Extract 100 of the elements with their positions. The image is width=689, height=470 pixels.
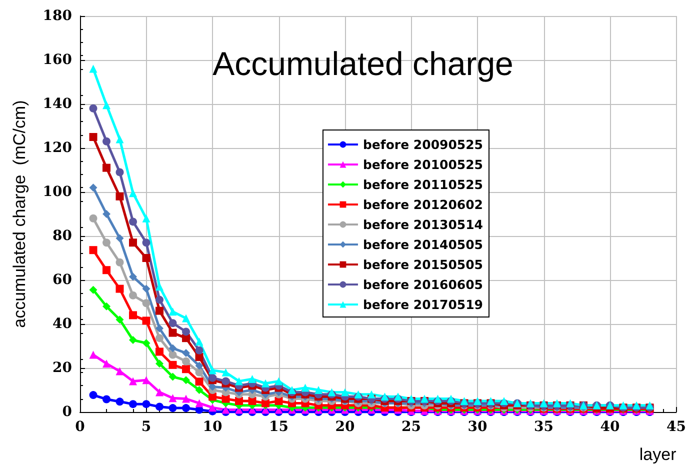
point bbox=[116, 284, 124, 293]
x-tick-label: 25 bbox=[402, 419, 421, 435]
point bbox=[142, 299, 150, 308]
legend-label: before 20100525 bbox=[362, 157, 484, 172]
point bbox=[156, 388, 164, 396]
point bbox=[89, 214, 98, 222]
point bbox=[195, 338, 204, 346]
point bbox=[142, 376, 150, 384]
point bbox=[222, 406, 230, 414]
point bbox=[89, 246, 98, 254]
point bbox=[168, 404, 177, 412]
point bbox=[182, 404, 190, 412]
point bbox=[156, 360, 164, 368]
x-tick-label: 30 bbox=[468, 419, 488, 435]
point bbox=[129, 218, 137, 226]
point bbox=[182, 349, 190, 358]
y-tick-label: 20 bbox=[52, 360, 72, 376]
point bbox=[420, 394, 429, 403]
point bbox=[116, 316, 124, 324]
point bbox=[116, 258, 124, 266]
point bbox=[89, 133, 98, 141]
point bbox=[222, 394, 230, 403]
point bbox=[129, 272, 137, 281]
point bbox=[646, 401, 654, 410]
point bbox=[89, 391, 98, 400]
point bbox=[116, 168, 124, 176]
x-tick-label: 15 bbox=[269, 419, 288, 435]
point bbox=[460, 397, 468, 405]
point bbox=[434, 394, 442, 403]
x-tick-label: 0 bbox=[75, 419, 86, 435]
point bbox=[500, 397, 508, 405]
point bbox=[195, 386, 204, 394]
point bbox=[262, 379, 270, 388]
point bbox=[195, 353, 204, 361]
legend-label: before 20130514 bbox=[362, 217, 484, 232]
text: Accumulated charge bbox=[212, 45, 514, 82]
y-tick-label: 80 bbox=[52, 228, 72, 244]
point bbox=[195, 399, 204, 408]
x-tick-label: 35 bbox=[534, 419, 554, 435]
point bbox=[156, 348, 164, 356]
legend-label: before 20120602 bbox=[362, 197, 484, 212]
point bbox=[486, 397, 495, 405]
point bbox=[89, 184, 98, 192]
point bbox=[407, 394, 416, 403]
point bbox=[142, 214, 150, 222]
point bbox=[274, 377, 283, 386]
point bbox=[116, 234, 124, 242]
point bbox=[168, 344, 177, 352]
y-tick-label: 140 bbox=[42, 96, 72, 112]
point bbox=[248, 397, 256, 405]
point bbox=[129, 336, 137, 344]
point bbox=[195, 368, 204, 376]
point bbox=[156, 402, 164, 411]
point bbox=[341, 388, 350, 396]
point bbox=[142, 339, 150, 348]
point bbox=[474, 397, 482, 405]
point bbox=[156, 306, 164, 315]
point bbox=[89, 64, 98, 73]
point bbox=[168, 350, 177, 359]
y-tick-label: 60 bbox=[52, 272, 72, 288]
point bbox=[116, 398, 124, 406]
point bbox=[156, 296, 164, 304]
point bbox=[129, 291, 137, 300]
y-tick-label: 0 bbox=[62, 404, 72, 420]
point bbox=[314, 386, 323, 394]
point bbox=[208, 366, 216, 374]
y-tick-label: 160 bbox=[42, 52, 72, 68]
point bbox=[195, 378, 204, 386]
point bbox=[102, 238, 110, 247]
point bbox=[208, 374, 216, 382]
x-axis-title: layer bbox=[639, 445, 677, 464]
point bbox=[142, 316, 150, 325]
point bbox=[156, 324, 164, 332]
point bbox=[274, 397, 283, 405]
point bbox=[182, 365, 190, 374]
x-tick-label: 40 bbox=[600, 419, 620, 435]
legend-label: before 20150505 bbox=[362, 257, 484, 272]
point bbox=[182, 357, 190, 366]
point bbox=[102, 266, 110, 274]
point bbox=[102, 101, 110, 110]
point bbox=[142, 238, 150, 247]
point bbox=[102, 164, 110, 172]
legend-label: before 20170519 bbox=[362, 297, 484, 312]
x-tick-label: 10 bbox=[202, 419, 222, 435]
point bbox=[632, 401, 641, 410]
point bbox=[129, 189, 137, 198]
legend-label: before 20160605 bbox=[362, 277, 484, 292]
point bbox=[142, 400, 150, 408]
x-tick-label: 20 bbox=[335, 419, 356, 435]
point bbox=[208, 404, 216, 412]
point bbox=[248, 375, 256, 383]
point bbox=[168, 394, 177, 402]
point bbox=[102, 137, 110, 146]
point bbox=[182, 314, 190, 322]
point bbox=[354, 390, 362, 398]
point bbox=[288, 386, 296, 394]
x-tick-label: 45 bbox=[666, 419, 686, 435]
point bbox=[168, 308, 177, 316]
point bbox=[168, 360, 177, 369]
point bbox=[195, 346, 204, 354]
